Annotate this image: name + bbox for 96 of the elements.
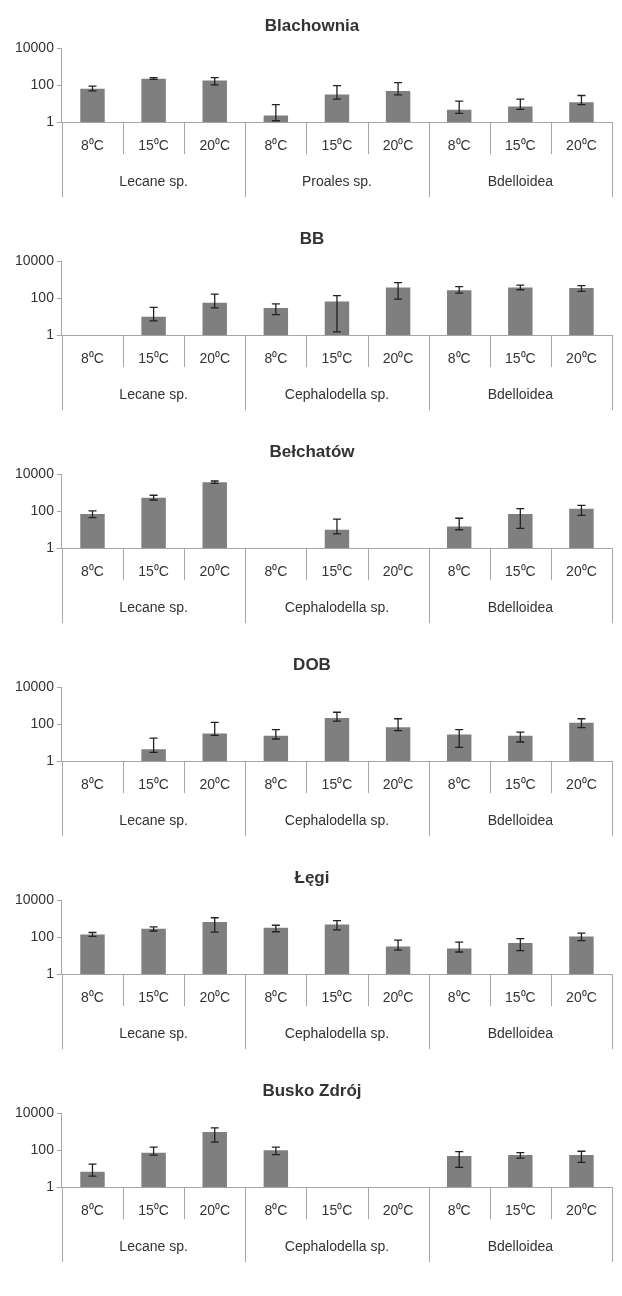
x-tick-label: 8⁰C xyxy=(264,989,288,1006)
text: Cephalodella sp. xyxy=(284,386,390,403)
x-tick-label: 20⁰C xyxy=(566,350,597,367)
x-tick-label: 8⁰C xyxy=(447,137,471,154)
x-tick-label: 15⁰C xyxy=(138,1202,169,1219)
chart-title: BB xyxy=(299,228,325,248)
x-tick-label: 8⁰C xyxy=(447,989,471,1006)
x-tick-label: 20⁰C xyxy=(566,137,597,154)
x-tick-label: 8⁰C xyxy=(81,1202,104,1219)
text: Bdelloidea xyxy=(487,1238,554,1255)
y-tick-label: 1 xyxy=(46,752,55,769)
x-tick-label: 15⁰C xyxy=(504,563,536,580)
x-tick-label: 20⁰C xyxy=(199,989,231,1006)
y-tick-label: 100 xyxy=(30,715,55,732)
x-tick-label: 8⁰C xyxy=(264,1202,288,1219)
y-tick-label: 100 xyxy=(30,289,55,306)
text: Cephalodella sp. xyxy=(284,1025,390,1042)
chart-title: DOB xyxy=(293,654,331,674)
y-tick-label: 10000 xyxy=(14,678,55,695)
text: Lecane sp. xyxy=(119,1025,188,1042)
x-tick-label: 8⁰C xyxy=(264,776,288,793)
text: Lecane sp. xyxy=(119,173,188,190)
x-tick-label: 20⁰C xyxy=(566,563,597,580)
x-tick-label: 15⁰C xyxy=(321,776,353,793)
text: Cephalodella sp. xyxy=(284,1238,390,1255)
x-tick-label: 8⁰C xyxy=(447,563,471,580)
x-tick-label: 8⁰C xyxy=(81,776,104,793)
x-tick-label: 15⁰C xyxy=(504,350,536,367)
x-tick-label: 20⁰C xyxy=(566,1202,597,1219)
text: Lecane sp. xyxy=(119,812,188,829)
text: Bdelloidea xyxy=(487,1025,554,1042)
x-tick-label: 8⁰C xyxy=(81,137,104,154)
x-tick-label: 20⁰C xyxy=(382,1202,414,1219)
text: Lecane sp. xyxy=(119,1238,188,1255)
x-tick-label: 15⁰C xyxy=(321,1202,353,1219)
x-tick-label: 20⁰C xyxy=(199,1202,231,1219)
x-tick-label: 15⁰C xyxy=(504,989,536,1006)
text: Bdelloidea xyxy=(487,812,554,829)
chart-title: Łęgi xyxy=(294,867,330,887)
y-tick-label: 100 xyxy=(30,502,55,519)
x-tick-label: 8⁰C xyxy=(264,350,288,367)
chart-title: Busko Zdrój xyxy=(262,1080,362,1100)
text: Cephalodella sp. xyxy=(284,812,390,829)
y-tick-label: 1 xyxy=(46,539,55,556)
x-tick-label: 15⁰C xyxy=(321,989,353,1006)
y-tick-label: 100 xyxy=(30,1141,55,1158)
x-tick-label: 15⁰C xyxy=(504,1202,536,1219)
x-tick-label: 8⁰C xyxy=(81,350,104,367)
x-tick-label: 20⁰C xyxy=(199,563,231,580)
text: Cephalodella sp. xyxy=(284,599,390,616)
y-tick-label: 10000 xyxy=(14,252,55,269)
chart-title: Bełchatów xyxy=(269,441,356,461)
x-tick-label: 20⁰C xyxy=(566,776,597,793)
x-tick-label: 15⁰C xyxy=(138,350,169,367)
x-tick-label: 8⁰C xyxy=(81,563,104,580)
x-tick-label: 15⁰C xyxy=(504,776,536,793)
text: Lecane sp. xyxy=(119,386,188,403)
x-tick-label: 8⁰C xyxy=(264,137,288,154)
x-tick-label: 8⁰C xyxy=(81,989,104,1006)
x-tick-label: 15⁰C xyxy=(504,137,536,154)
text: Proales sp. xyxy=(301,173,372,190)
x-tick-label: 15⁰C xyxy=(138,989,169,1006)
x-tick-label: 15⁰C xyxy=(321,563,353,580)
chart-title: Blachownia xyxy=(264,15,360,35)
x-tick-label: 20⁰C xyxy=(199,137,231,154)
y-tick-label: 10000 xyxy=(14,1104,55,1121)
y-tick-label: 1 xyxy=(46,326,55,343)
x-tick-label: 15⁰C xyxy=(138,137,169,154)
x-tick-label: 20⁰C xyxy=(382,563,414,580)
x-tick-label: 20⁰C xyxy=(382,989,414,1006)
text: Bdelloidea xyxy=(487,173,554,190)
text: Bdelloidea xyxy=(487,599,554,616)
y-tick-label: 10000 xyxy=(14,39,55,56)
y-tick-label: 100 xyxy=(30,928,55,945)
text: Lecane sp. xyxy=(119,599,188,616)
y-tick-label: 100 xyxy=(30,76,55,93)
x-tick-label: 8⁰C xyxy=(264,563,288,580)
x-tick-label: 20⁰C xyxy=(199,350,231,367)
x-tick-label: 15⁰C xyxy=(138,776,169,793)
x-tick-label: 20⁰C xyxy=(199,776,231,793)
y-tick-label: 10000 xyxy=(14,891,55,908)
x-tick-label: 8⁰C xyxy=(447,1202,471,1219)
y-tick-label: 10000 xyxy=(14,465,55,482)
x-tick-label: 20⁰C xyxy=(382,137,414,154)
text: Bdelloidea xyxy=(487,386,554,403)
y-tick-label: 1 xyxy=(46,965,55,982)
x-tick-label: 20⁰C xyxy=(382,776,414,793)
x-tick-label: 20⁰C xyxy=(566,989,597,1006)
x-tick-label: 20⁰C xyxy=(382,350,414,367)
x-tick-label: 8⁰C xyxy=(447,350,471,367)
x-tick-label: 15⁰C xyxy=(138,563,169,580)
x-tick-label: 8⁰C xyxy=(447,776,471,793)
y-tick-label: 1 xyxy=(46,113,55,130)
y-tick-label: 1 xyxy=(46,1178,55,1195)
x-tick-label: 15⁰C xyxy=(321,137,353,154)
x-tick-label: 15⁰C xyxy=(321,350,353,367)
